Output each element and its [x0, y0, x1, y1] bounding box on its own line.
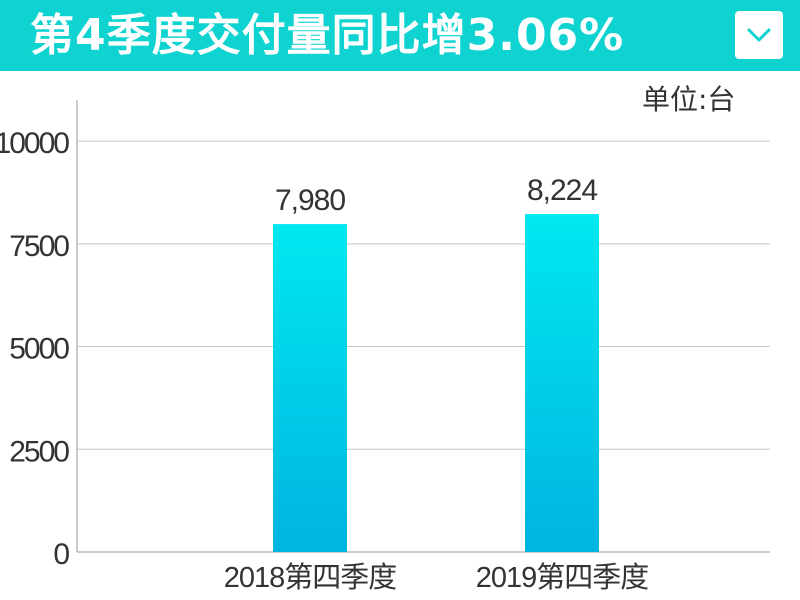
y-tick-label: 2500: [9, 435, 69, 468]
page-title: 第4季度交付量同比增3.06%: [30, 10, 625, 61]
y-tick-label: 10000: [0, 127, 69, 160]
chevron-down-icon: [747, 28, 771, 42]
bar: [525, 214, 599, 552]
header-bar: 第4季度交付量同比增3.06%: [0, 0, 800, 71]
x-tick-label: 2018第四季度: [224, 561, 397, 594]
y-tick-label: 5000: [9, 333, 69, 366]
y-tick-label: 7500: [9, 230, 69, 263]
bar: [273, 224, 347, 552]
dropdown-button[interactable]: [735, 11, 783, 59]
data-label: 8,224: [527, 174, 597, 207]
data-label: 7,980: [275, 184, 345, 217]
unit-label: 单位:台: [642, 83, 736, 116]
x-tick-label: 2019第四季度: [476, 561, 649, 594]
y-tick-label: 0: [53, 538, 69, 571]
